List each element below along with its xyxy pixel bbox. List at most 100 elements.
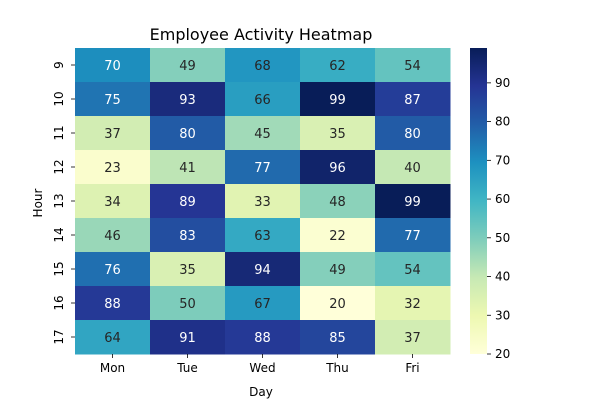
colorbar-tick-label: 90 bbox=[495, 76, 510, 90]
colorbar: 20 30 40 50 60 70 80 90 bbox=[470, 48, 510, 361]
heatmap-cell bbox=[150, 320, 226, 355]
heatmap-cell bbox=[225, 48, 301, 83]
heatmap-cell bbox=[375, 48, 451, 83]
cell-value-label: 80 bbox=[179, 127, 196, 142]
cell-value-label: 45 bbox=[254, 127, 271, 142]
colorbar-gradient bbox=[470, 48, 487, 354]
x-tick-label: Tue bbox=[176, 361, 198, 375]
cell-value-label: 37 bbox=[404, 331, 421, 346]
heatmap-cell bbox=[375, 82, 451, 117]
cell-value-label: 22 bbox=[329, 229, 346, 244]
cell-value-label: 64 bbox=[104, 331, 121, 346]
cell-value-label: 41 bbox=[179, 161, 196, 176]
heatmap-cell bbox=[300, 252, 376, 287]
cell-value-label: 54 bbox=[404, 59, 421, 74]
cell-value-label: 63 bbox=[254, 229, 271, 244]
y-tick-label: 15 bbox=[52, 261, 66, 276]
y-axis-label: Hour bbox=[31, 188, 45, 217]
cell-value-label: 77 bbox=[254, 161, 271, 176]
cell-value-label: 66 bbox=[254, 93, 271, 108]
cell-value-label: 68 bbox=[254, 59, 271, 74]
cell-value-label: 33 bbox=[254, 195, 271, 210]
heatmap-cell bbox=[300, 82, 376, 117]
cell-value-label: 37 bbox=[104, 127, 121, 142]
heatmap-cells: 70 49 68 62 54 75 93 66 99 87 37 80 45 35 80 23 41 77 96 40… bbox=[75, 48, 451, 355]
heatmap-cell bbox=[75, 82, 151, 117]
cell-value-label: 35 bbox=[329, 127, 346, 142]
cell-value-label: 50 bbox=[179, 297, 196, 312]
heatmap-cell bbox=[375, 218, 451, 253]
y-tick-label: 16 bbox=[52, 295, 66, 310]
cell-value-label: 49 bbox=[179, 59, 196, 74]
heatmap-cell bbox=[225, 320, 301, 355]
colorbar-tick-label: 40 bbox=[495, 270, 510, 284]
cell-value-label: 99 bbox=[329, 93, 346, 108]
cell-value-label: 87 bbox=[404, 93, 421, 108]
cell-value-label: 67 bbox=[254, 297, 271, 312]
cell-value-label: 77 bbox=[404, 229, 421, 244]
heatmap-cell bbox=[225, 184, 301, 219]
cell-value-label: 40 bbox=[404, 161, 421, 176]
colorbar-tick-label: 20 bbox=[495, 347, 510, 361]
heatmap-cell bbox=[300, 218, 376, 253]
x-tick-label: Thu bbox=[325, 361, 349, 375]
cell-value-label: 62 bbox=[329, 59, 346, 74]
colorbar-ticks: 20 30 40 50 60 70 80 90 bbox=[487, 76, 510, 361]
heatmap-cell bbox=[300, 286, 376, 321]
cell-value-label: 70 bbox=[104, 59, 121, 74]
cell-value-label: 23 bbox=[104, 161, 121, 176]
heatmap-cell bbox=[150, 48, 226, 83]
heatmap-cell bbox=[225, 82, 301, 117]
heatmap-cell bbox=[300, 48, 376, 83]
cell-value-label: 99 bbox=[404, 195, 421, 210]
cell-value-label: 80 bbox=[404, 127, 421, 142]
heatmap-cell bbox=[225, 116, 301, 151]
cell-value-label: 35 bbox=[179, 263, 196, 278]
heatmap-cell bbox=[300, 116, 376, 151]
y-tick-label: 13 bbox=[52, 193, 66, 208]
heatmap-cell bbox=[150, 82, 226, 117]
cell-value-label: 49 bbox=[329, 263, 346, 278]
y-tick-label: 17 bbox=[52, 329, 66, 344]
cell-value-label: 54 bbox=[404, 263, 421, 278]
y-tick-label: 14 bbox=[52, 227, 66, 242]
heatmap-cell bbox=[300, 184, 376, 219]
heatmap-cell bbox=[75, 184, 151, 219]
cell-value-label: 34 bbox=[104, 195, 121, 210]
heatmap-cell bbox=[375, 286, 451, 321]
heatmap-cell bbox=[75, 150, 151, 185]
cell-value-label: 94 bbox=[254, 263, 271, 278]
y-axis-ticks: 9 10 11 12 13 14 15 16 17 bbox=[52, 61, 75, 345]
heatmap-cell bbox=[75, 252, 151, 287]
x-tick-label: Fri bbox=[405, 361, 419, 375]
cell-value-label: 20 bbox=[329, 297, 346, 312]
heatmap-cell bbox=[75, 286, 151, 321]
heatmap-cell bbox=[150, 184, 226, 219]
x-tick-label: Mon bbox=[100, 361, 125, 375]
heatmap-cell bbox=[375, 184, 451, 219]
heatmap-cell bbox=[225, 252, 301, 287]
colorbar-tick-label: 70 bbox=[495, 153, 510, 167]
heatmap-cell bbox=[150, 218, 226, 253]
cell-value-label: 32 bbox=[404, 297, 421, 312]
y-tick-label: 10 bbox=[52, 91, 66, 106]
heatmap-cell bbox=[150, 116, 226, 151]
heatmap-cell bbox=[375, 252, 451, 287]
cell-value-label: 85 bbox=[329, 331, 346, 346]
heatmap-cell bbox=[375, 320, 451, 355]
x-axis-label: Day bbox=[249, 385, 273, 399]
cell-value-label: 46 bbox=[104, 229, 121, 244]
heatmap-cell bbox=[375, 150, 451, 185]
cell-value-label: 83 bbox=[179, 229, 196, 244]
colorbar-tick-label: 30 bbox=[495, 308, 510, 322]
cell-value-label: 48 bbox=[329, 195, 346, 210]
colorbar-tick-label: 50 bbox=[495, 231, 510, 245]
heatmap-cell bbox=[300, 320, 376, 355]
cell-value-label: 91 bbox=[179, 331, 196, 346]
cell-value-label: 75 bbox=[104, 93, 121, 108]
cell-value-label: 89 bbox=[179, 195, 196, 210]
y-tick-label: 12 bbox=[52, 159, 66, 174]
heatmap-cell bbox=[75, 116, 151, 151]
y-tick-label: 11 bbox=[52, 125, 66, 140]
